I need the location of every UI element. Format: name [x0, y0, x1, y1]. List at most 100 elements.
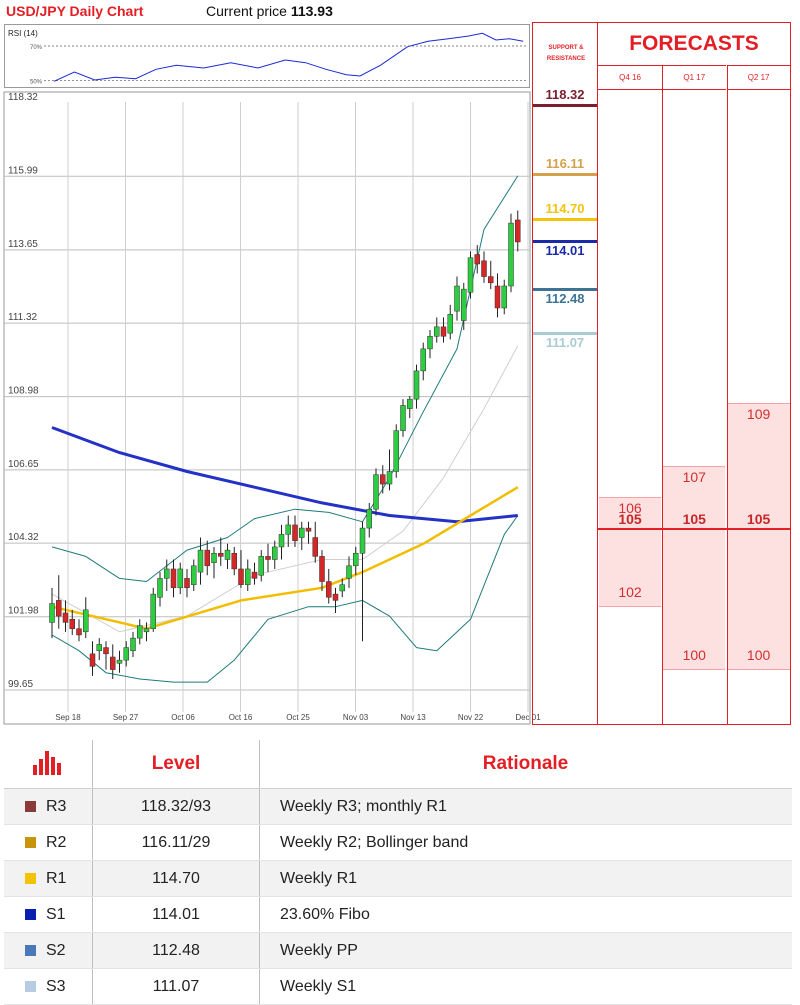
- candle-up: [461, 288, 467, 321]
- table-row: R2 116.11/29 Weekly R2; Bollinger band: [4, 824, 792, 861]
- candle-up: [346, 565, 352, 579]
- forecast-value-hi: 109: [746, 406, 771, 422]
- level-name: R3: [46, 797, 67, 815]
- candle-up: [197, 549, 204, 573]
- forecast-column-divider: [662, 65, 664, 724]
- level-rationale: Weekly PP: [259, 932, 792, 969]
- level-name-cell: S3: [4, 968, 93, 1005]
- candle-up: [224, 549, 231, 560]
- forecast-range-box: [663, 466, 726, 670]
- candle-up: [83, 609, 89, 633]
- candle-up: [258, 556, 264, 576]
- candle-up: [272, 546, 278, 560]
- sr-level-value: 111.07: [545, 335, 585, 350]
- level-value: 112.48: [92, 932, 260, 969]
- candle-up: [116, 659, 123, 664]
- sr-level-line: [533, 240, 597, 243]
- x-tick-label: Oct 25: [286, 713, 310, 722]
- table-row: R3 118.32/93 Weekly R3; monthly R1: [4, 788, 792, 825]
- forecast-column-header: Q4 16: [598, 66, 662, 90]
- candle-down: [481, 260, 487, 277]
- candle-up: [150, 593, 156, 629]
- level-color-swatch: [25, 836, 36, 848]
- y-tick-label: 113.65: [8, 239, 38, 250]
- table-row: S1 114.01 23.60% Fibo: [4, 896, 792, 933]
- candle-down: [56, 600, 62, 617]
- candle-down: [231, 552, 237, 570]
- candle-up: [359, 527, 366, 554]
- x-tick-label: Oct 06: [171, 713, 195, 722]
- candle-up: [211, 552, 217, 563]
- candle-up: [400, 405, 406, 431]
- forecast-column-header: Q2 17: [726, 66, 791, 90]
- level-name-cell: S1: [4, 896, 93, 933]
- y-tick-label: 101.98: [8, 606, 39, 617]
- candle-down: [103, 647, 109, 655]
- candle-up: [191, 565, 197, 585]
- sr-level-value: 116.11: [545, 156, 585, 171]
- level-rationale: Weekly R3; monthly R1: [259, 788, 792, 825]
- level-rationale: Weekly R2; Bollinger band: [259, 824, 792, 861]
- level-color-swatch: [25, 800, 36, 812]
- forecast-column: Q1 17: [662, 65, 727, 724]
- level-name: R1: [46, 869, 67, 887]
- candle-up: [353, 552, 359, 567]
- candle-down: [204, 549, 210, 567]
- level-name-cell: R1: [4, 860, 93, 897]
- table-header-row: Level Rationale: [4, 740, 792, 789]
- y-tick-label: 115.99: [8, 165, 38, 176]
- level-value: 118.32/93: [92, 788, 260, 825]
- x-tick-label: Oct 16: [229, 713, 253, 722]
- level-rationale: Weekly R1: [259, 860, 792, 897]
- forecast-value-mid: 105: [746, 511, 771, 527]
- candle-up: [413, 370, 420, 400]
- forecast-value-mid: 105: [682, 511, 706, 527]
- bollinger-upper-line: [51, 175, 519, 582]
- candle-down: [440, 326, 447, 337]
- level-value: 116.11/29: [92, 824, 260, 861]
- rsi-panel: [4, 24, 530, 88]
- candle-up: [366, 508, 372, 529]
- rationale-header: Rationale: [259, 740, 792, 789]
- candle-up: [157, 578, 163, 598]
- forecast-value-lo: 100: [746, 647, 771, 663]
- candle-down: [312, 537, 318, 557]
- level-color-swatch: [25, 980, 36, 992]
- chart-title: USD/JPY Daily Chart: [6, 3, 144, 19]
- sr-level-line: [533, 218, 597, 221]
- support-resistance-panel: SUPPORT & RESISTANCE 118.32 116.11 114.70 1…: [532, 22, 598, 725]
- sr-level-line: [533, 332, 597, 335]
- level-name-cell: R3: [4, 788, 93, 825]
- level-name: S3: [46, 977, 66, 995]
- level-value: 111.07: [92, 968, 260, 1005]
- y-tick-label: 111.32: [8, 312, 38, 323]
- candle-down: [62, 612, 69, 623]
- candle-up: [393, 430, 399, 472]
- level-header: Level: [92, 740, 260, 789]
- forecast-column-divider: [726, 65, 728, 724]
- level-name-cell: R2: [4, 824, 93, 861]
- forecast-value-hi: 106: [618, 500, 642, 516]
- candle-up: [501, 285, 507, 309]
- sr-level-value: 114.01: [545, 243, 585, 258]
- candle-down: [69, 619, 75, 629]
- candle-up: [427, 336, 433, 350]
- table-row: R1 114.70 Weekly R1: [4, 860, 792, 897]
- candle-down: [110, 656, 116, 670]
- y-tick-label: 106.65: [8, 459, 39, 470]
- y-tick-label: 108.98: [8, 386, 39, 397]
- candle-up: [130, 637, 136, 651]
- candle-down: [76, 628, 82, 636]
- moving-average-200-line: [51, 426, 518, 524]
- candle-down: [89, 653, 96, 667]
- candle-up: [508, 222, 514, 287]
- level-name: S1: [46, 905, 66, 923]
- candle-down: [218, 552, 224, 557]
- candle-down: [380, 474, 386, 485]
- forecasts-title: FORECASTS: [629, 32, 759, 55]
- candle-up: [299, 527, 305, 538]
- forecast-range-box: [599, 497, 661, 607]
- candle-up: [420, 348, 426, 372]
- level-color-swatch: [25, 944, 36, 956]
- candle-down: [319, 556, 325, 582]
